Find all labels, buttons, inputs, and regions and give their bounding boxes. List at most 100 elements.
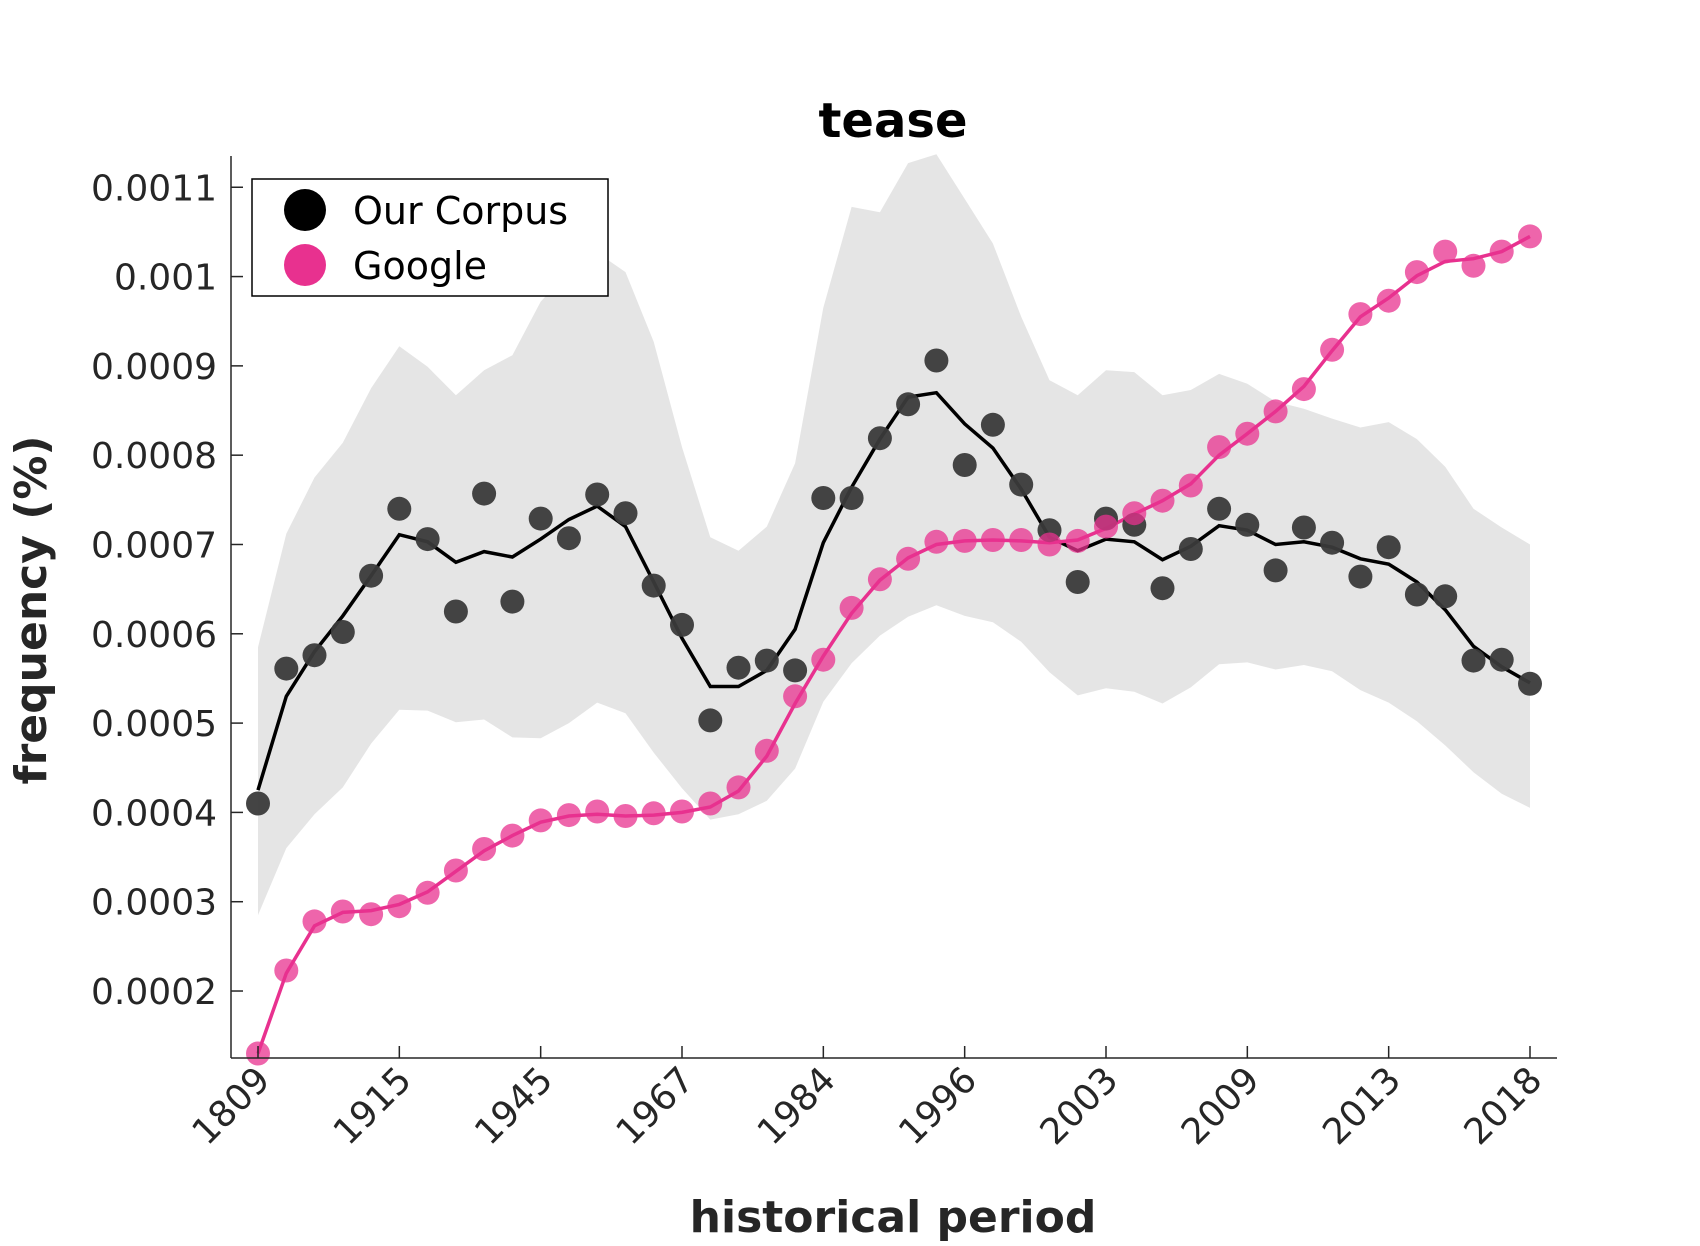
y-tick-label: 0.0005 <box>91 704 217 745</box>
google-point <box>1178 473 1203 498</box>
our-corpus-point <box>1433 584 1458 609</box>
our-corpus-point <box>556 526 581 551</box>
google-point <box>1376 288 1401 313</box>
our-corpus-point <box>952 453 977 477</box>
google-trend-line <box>256 234 1531 1055</box>
google-point <box>924 529 949 554</box>
legend-marker-our-corpus <box>284 189 326 231</box>
our-corpus-point <box>1461 648 1486 673</box>
google-point <box>585 799 610 824</box>
google-point <box>1037 532 1062 557</box>
y-tick-label: 0.0009 <box>91 347 217 388</box>
our-corpus-point <box>274 656 299 681</box>
x-tick-label: 1967 <box>609 1059 703 1153</box>
google-point <box>330 899 355 924</box>
y-tick-label: 0.0003 <box>91 883 217 924</box>
y-tick-label: 0.0002 <box>91 972 217 1013</box>
google-point <box>1489 239 1514 264</box>
axes <box>230 156 1557 1059</box>
series-points-layer <box>246 224 1542 1066</box>
google-point <box>387 894 412 919</box>
legend-label-google: Google <box>353 244 487 288</box>
confidence-band-layer <box>258 154 1530 916</box>
our-corpus-point <box>1178 537 1203 561</box>
our-corpus-point <box>641 573 666 598</box>
google-point <box>528 808 553 833</box>
legend: Our Corpus Google <box>251 178 609 297</box>
google-point <box>1433 239 1458 264</box>
google-point <box>1263 399 1288 424</box>
google-point <box>443 858 468 883</box>
our-corpus-point <box>1348 564 1373 589</box>
our-corpus-point <box>1009 472 1034 497</box>
our-corpus-point <box>698 708 723 733</box>
y-tick-label: 0.0011 <box>91 168 217 209</box>
x-axis-title: historical period <box>690 1192 1097 1243</box>
y-tick-label: 0.0004 <box>91 793 217 834</box>
our-corpus-point <box>811 486 836 510</box>
google-point <box>1404 260 1429 285</box>
our-corpus-point <box>387 496 412 521</box>
google-point <box>1122 501 1147 526</box>
google-point <box>839 595 864 620</box>
legend-label-our-corpus: Our Corpus <box>353 189 568 233</box>
chart-title: tease <box>818 93 967 149</box>
google-point <box>500 823 525 848</box>
our-corpus-point <box>330 620 355 644</box>
our-corpus-point <box>1065 570 1090 594</box>
our-corpus-point <box>1263 558 1288 583</box>
y-tick-label: 0.0008 <box>91 436 217 477</box>
google-point <box>359 902 384 927</box>
google-point <box>726 775 751 800</box>
google-point <box>1235 421 1260 446</box>
our-corpus-point <box>1150 576 1175 601</box>
our-corpus-point <box>613 501 638 526</box>
google-point <box>670 799 694 824</box>
google-point <box>1207 435 1232 460</box>
our-corpus-point <box>585 482 610 507</box>
google-point <box>1461 253 1486 278</box>
our-corpus-point <box>1404 582 1429 607</box>
google-point <box>641 801 666 826</box>
our-corpus-point <box>1207 496 1232 521</box>
our-corpus-point <box>839 486 864 510</box>
google-point <box>556 803 581 828</box>
google-point <box>1150 488 1175 513</box>
our-corpus-point <box>528 506 553 531</box>
y-axis-title: frequency (%) <box>6 435 57 784</box>
google-point <box>698 791 723 816</box>
google-point <box>783 684 808 709</box>
our-corpus-point <box>472 481 497 506</box>
google-point <box>1065 528 1090 553</box>
our-corpus-point <box>359 563 384 588</box>
our-corpus-point <box>1291 515 1316 540</box>
google-point <box>1320 337 1345 362</box>
our-corpus-point <box>726 655 751 680</box>
google-point <box>302 909 327 934</box>
google-point <box>754 738 779 763</box>
our-corpus-point <box>1489 647 1514 672</box>
google-point <box>1291 377 1316 402</box>
google-point <box>415 880 440 905</box>
series-lines-layer <box>256 234 1531 1055</box>
y-tick-label: 0.0007 <box>91 525 217 566</box>
our-corpus-point <box>302 643 327 668</box>
x-tick-label: 2013 <box>1315 1059 1409 1153</box>
google-point <box>980 528 1005 552</box>
our-corpus-point <box>754 648 779 673</box>
x-tick-label: 2009 <box>1174 1059 1268 1153</box>
our-corpus-point <box>924 348 949 373</box>
google-point <box>1348 302 1373 327</box>
y-tick-label: 0.0006 <box>91 615 217 656</box>
legend-marker-google <box>284 244 326 286</box>
our-corpus-point <box>1320 530 1345 555</box>
our-corpus-point <box>443 599 468 624</box>
our-corpus-point <box>1518 671 1542 696</box>
google-point <box>867 567 892 592</box>
our-corpus-point <box>415 527 440 552</box>
x-tick-label: 1915 <box>326 1059 420 1153</box>
google-point <box>1518 224 1542 249</box>
google-point <box>1009 528 1034 552</box>
google-point <box>811 647 836 672</box>
